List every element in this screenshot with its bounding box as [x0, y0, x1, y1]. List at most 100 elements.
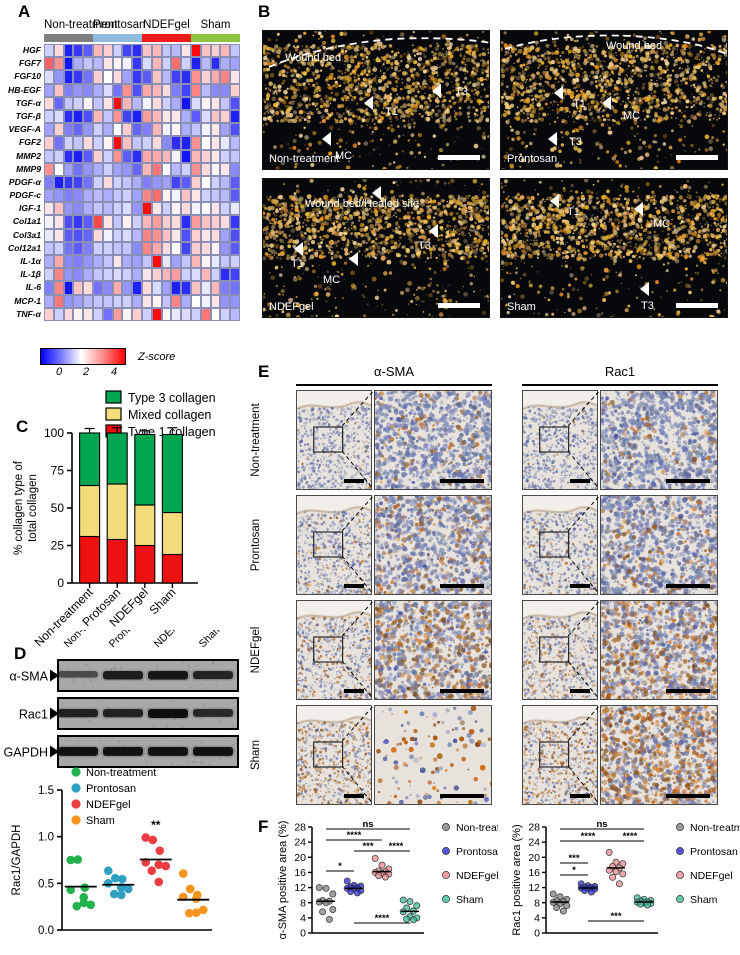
heatmap-cell [181, 215, 191, 228]
f-ylabel: Rac1 positive area (%) [511, 824, 523, 935]
heatmap-cell [113, 84, 123, 97]
heatmap-cell [201, 44, 211, 57]
legend-label: Sham [456, 894, 484, 906]
c-xtick: Sham [146, 585, 178, 617]
heatmap-cell [54, 136, 64, 149]
heatmap-cell [201, 255, 211, 268]
legend-dot [71, 767, 80, 776]
panel-e-col-header-1: Rac1 [522, 364, 718, 379]
f-data-point [323, 885, 329, 891]
blot-row-label: GAPDH [4, 746, 48, 760]
heatmap-cell [211, 268, 221, 281]
heatmap-cell [211, 255, 221, 268]
heatmap-cell [44, 281, 54, 294]
heatmap-cell [191, 176, 201, 189]
heatmap-cell [152, 150, 162, 163]
f-ytick: 16 [294, 867, 306, 879]
d-data-point [73, 855, 82, 864]
heatmap-cell [152, 136, 162, 149]
heatmap-cell [211, 176, 221, 189]
heatmap-row [44, 163, 240, 176]
d-ylabel: Rac1/GAPDH [11, 825, 23, 896]
heatmap-cell [54, 189, 64, 202]
heatmap-cell [230, 150, 240, 163]
panel-d-scatter-svg: 0.00.51.01.5Rac1/GAPDHNon-treatmentPront… [0, 760, 252, 955]
heatmap-row [44, 84, 240, 97]
heatmap-cell [83, 97, 93, 110]
panel-e-col-rule [296, 384, 492, 386]
heatmap-cell [122, 308, 132, 321]
panel-e-row-label-1: Prontosan [250, 495, 266, 595]
heatmap-cell [201, 189, 211, 202]
heatmap-cell [64, 84, 74, 97]
heatmap-cell [201, 57, 211, 70]
legend-label: Prontosan [86, 783, 136, 795]
heatmap-row [44, 97, 240, 110]
heatmap-row [44, 57, 240, 70]
f-ytick: 4 [534, 912, 540, 924]
f-sig-label: * [338, 861, 342, 872]
heatmap-cell [64, 281, 74, 294]
heatmap-cell [171, 150, 181, 163]
heatmap-cell [54, 176, 64, 189]
heatmap-cell [201, 295, 211, 308]
f-data-point [379, 862, 385, 868]
heatmap-cell [171, 295, 181, 308]
heatmap-cell [142, 268, 152, 281]
c-bar-segment [107, 484, 127, 540]
heatmap-cell [83, 215, 93, 228]
f-data-point [330, 906, 336, 912]
heatmap-cell [132, 268, 142, 281]
panel-d: D Non-treatmentProntosanNDEFgelShamα-SMA… [0, 630, 252, 955]
f-data-point [354, 890, 360, 896]
heatmap-cell [73, 215, 83, 228]
c-bar-segment [162, 555, 182, 584]
legend-dot [676, 823, 683, 830]
heatmap-cell [230, 57, 240, 70]
colorbar-tick-2: 4 [111, 366, 117, 378]
heatmap-cell [122, 281, 132, 294]
d-data-point [118, 875, 127, 884]
heatmap-cell [44, 150, 54, 163]
heatmap-cell [211, 242, 221, 255]
darkfield-label-0: Non-treatment [269, 153, 339, 165]
heatmap-cell [93, 150, 103, 163]
heatmap-cell [201, 242, 211, 255]
heatmap-cell [103, 189, 113, 202]
f-ytick: 28 [528, 822, 540, 834]
heatmap-cell [83, 242, 93, 255]
heatmap-cell [201, 84, 211, 97]
heatmap-cell [181, 229, 191, 242]
heatmap-cell [230, 176, 240, 189]
heatmap-gene-label-8: MMP2 [0, 150, 44, 163]
heatmap-cell [113, 295, 123, 308]
heatmap-cell [220, 57, 230, 70]
c-ytick: 100 [44, 426, 64, 440]
heatmap-cell [230, 308, 240, 321]
heatmap-cell [181, 110, 191, 123]
heatmap-cell [220, 97, 230, 110]
heatmap-cell [73, 84, 83, 97]
heatmap-cell [230, 110, 240, 123]
heatmap-group-titles: Non-treatment Prontosan NDEFgel Sham [44, 19, 240, 34]
ihc-highmag-r2c0 [374, 600, 492, 700]
heatmap-cell [122, 44, 132, 57]
heatmap-cell [201, 123, 211, 136]
c-bar-segment [135, 435, 155, 506]
heatmap-cell [201, 229, 211, 242]
heatmap-cell [73, 295, 83, 308]
heatmap-cell [132, 189, 142, 202]
blot-row-label: Rac1 [19, 708, 48, 722]
heatmap-cell [171, 163, 181, 176]
heatmap-cell [132, 281, 142, 294]
heatmap-cell [93, 136, 103, 149]
f-sig-label: **** [581, 831, 596, 842]
heatmap-cell [230, 97, 240, 110]
heatmap-cell [181, 308, 191, 321]
heatmap-gene-label-10: PDGF-α [0, 176, 44, 189]
heatmap-cell [64, 163, 74, 176]
heatmap-cell [132, 215, 142, 228]
heatmap-cell [201, 136, 211, 149]
heatmap-cell [162, 308, 172, 321]
legend-dot [442, 847, 449, 854]
